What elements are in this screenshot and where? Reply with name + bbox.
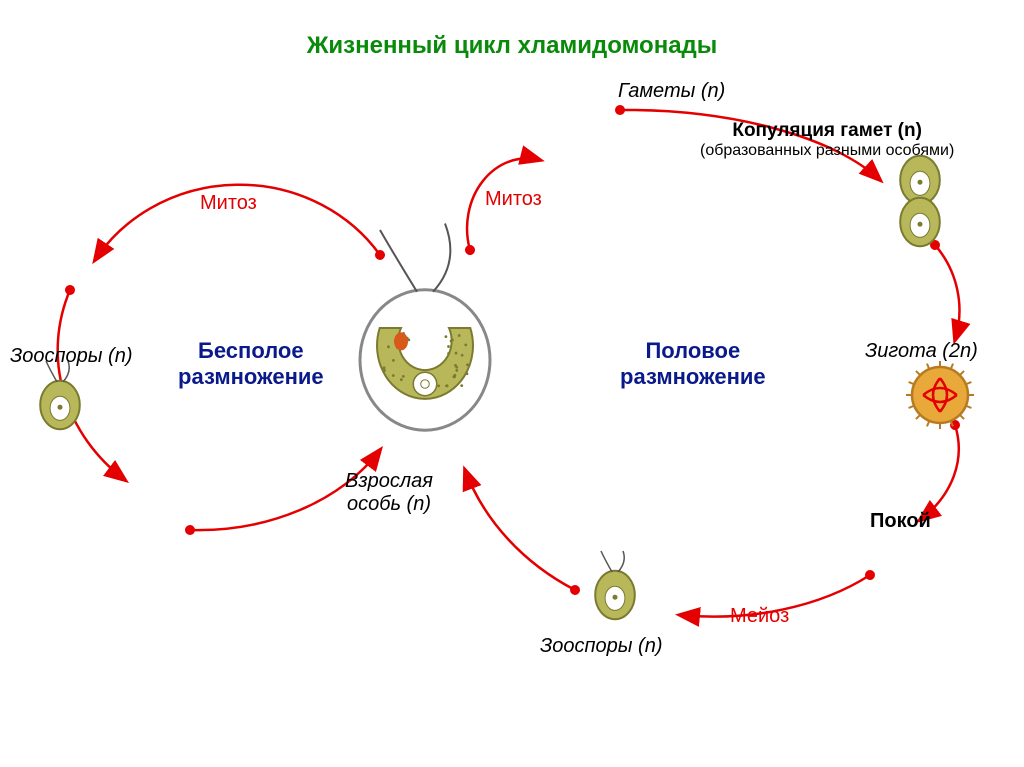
label-meiosis: Мейоз [730,605,789,628]
label-asexual-line2: размножение [178,364,324,390]
label-copulation: Копуляция гамет (n) (образованных разным… [700,120,954,160]
label-rest: Покой [870,510,931,533]
diagram-svg [0,0,1024,767]
label-zygote: Зигота (2n) [865,340,978,363]
label-asexual-line1: Бесполое [178,338,324,364]
label-copulation-subtitle: (образованных разными особями) [700,142,954,160]
label-sexual-line1: Половое [620,338,766,364]
label-mitosis-right: Митоз [485,188,542,211]
label-mitosis-left: Митоз [200,192,257,215]
label-adult-line1: Взрослая [345,470,433,493]
label-gametes: Гаметы (n) [618,80,725,103]
label-sexual-line2: размножение [620,364,766,390]
label-sexual-cycle: Половое размножение [620,338,766,391]
label-copulation-title: Копуляция гамет (n) [700,120,954,142]
diagram-title: Жизненный цикл хламидомонады [0,32,1024,60]
label-zoospores-bottom: Зооспоры (n) [540,635,663,658]
label-asexual-cycle: Бесполое размножение [178,338,324,391]
label-adult: Взрослая особь (n) [345,470,433,516]
label-zoospores-left: Зооспоры (n) [10,345,133,368]
label-adult-line2: особь (n) [345,493,433,516]
